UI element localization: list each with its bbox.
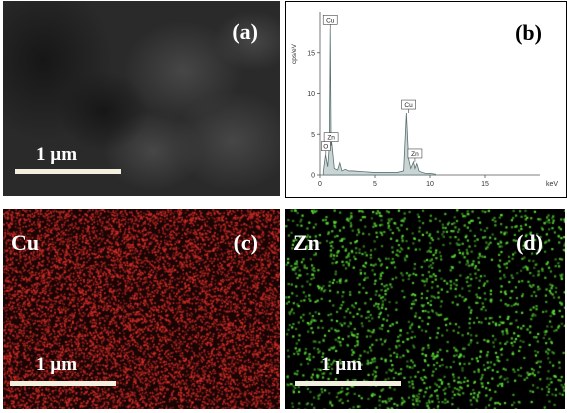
- x-tick-label: 0: [318, 181, 322, 188]
- cu-map-dots: [3, 209, 280, 409]
- panel-d-zn-map: Zn (d) 1 µm: [285, 209, 565, 409]
- panel-d-scale-bar: [295, 381, 401, 386]
- peak-label: Cu: [326, 17, 335, 24]
- sem-texture: [3, 1, 280, 196]
- y-tick-label: 0: [311, 173, 315, 180]
- panel-d-scale-text: 1 µm: [321, 354, 363, 375]
- panel-c-cu-map: Cu (c) 1 µm: [3, 209, 280, 409]
- peak-label-box: [323, 132, 339, 142]
- peak-label: Zn: [411, 151, 419, 158]
- peak-label-box: [407, 148, 423, 159]
- zn-map-dots: [285, 209, 565, 409]
- panel-c-element-label: Cu: [11, 230, 40, 255]
- spectrum-series: [322, 28, 436, 176]
- panel-a-sem-image: (a) 1 µm: [3, 1, 280, 196]
- peak-label: Cu: [404, 102, 413, 109]
- x-tick-label: 5: [373, 181, 377, 188]
- panel-b-eds-spectrum: 0 5 10 15 0 5 10 15 cps/eV keV Cu O Zn Cu Zn (b): [285, 1, 567, 198]
- panel-c-label: (c): [233, 230, 258, 255]
- panel-c-scale-text: 1 µm: [36, 354, 78, 375]
- panel-a-label: (a): [232, 19, 258, 44]
- y-tick-label: 5: [311, 132, 315, 139]
- panel-b-label: (b): [515, 20, 542, 45]
- peak-label: O: [323, 144, 328, 151]
- panel-a-scale-text: 1 µm: [36, 144, 78, 165]
- peak-label-box: [401, 99, 416, 110]
- y-tick-label: 15: [307, 50, 315, 57]
- eds-chart: 0 5 10 15 0 5 10 15 cps/eV keV Cu O Zn Cu Zn: [291, 12, 558, 188]
- y-tick-label: 10: [307, 91, 315, 98]
- panel-a-scale-bar: [15, 169, 121, 174]
- x-axis-label: keV: [546, 181, 558, 188]
- panel-d-element-label: Zn: [293, 230, 320, 255]
- panel-c-scale-bar: [10, 381, 116, 386]
- panel-d-label: (d): [516, 230, 543, 255]
- peak-label: Zn: [327, 135, 335, 142]
- x-tick-label: 10: [426, 181, 434, 188]
- peak-label-box: [322, 15, 338, 25]
- x-tick-label: 15: [481, 181, 489, 188]
- y-axis-label: cps/eV: [291, 43, 298, 64]
